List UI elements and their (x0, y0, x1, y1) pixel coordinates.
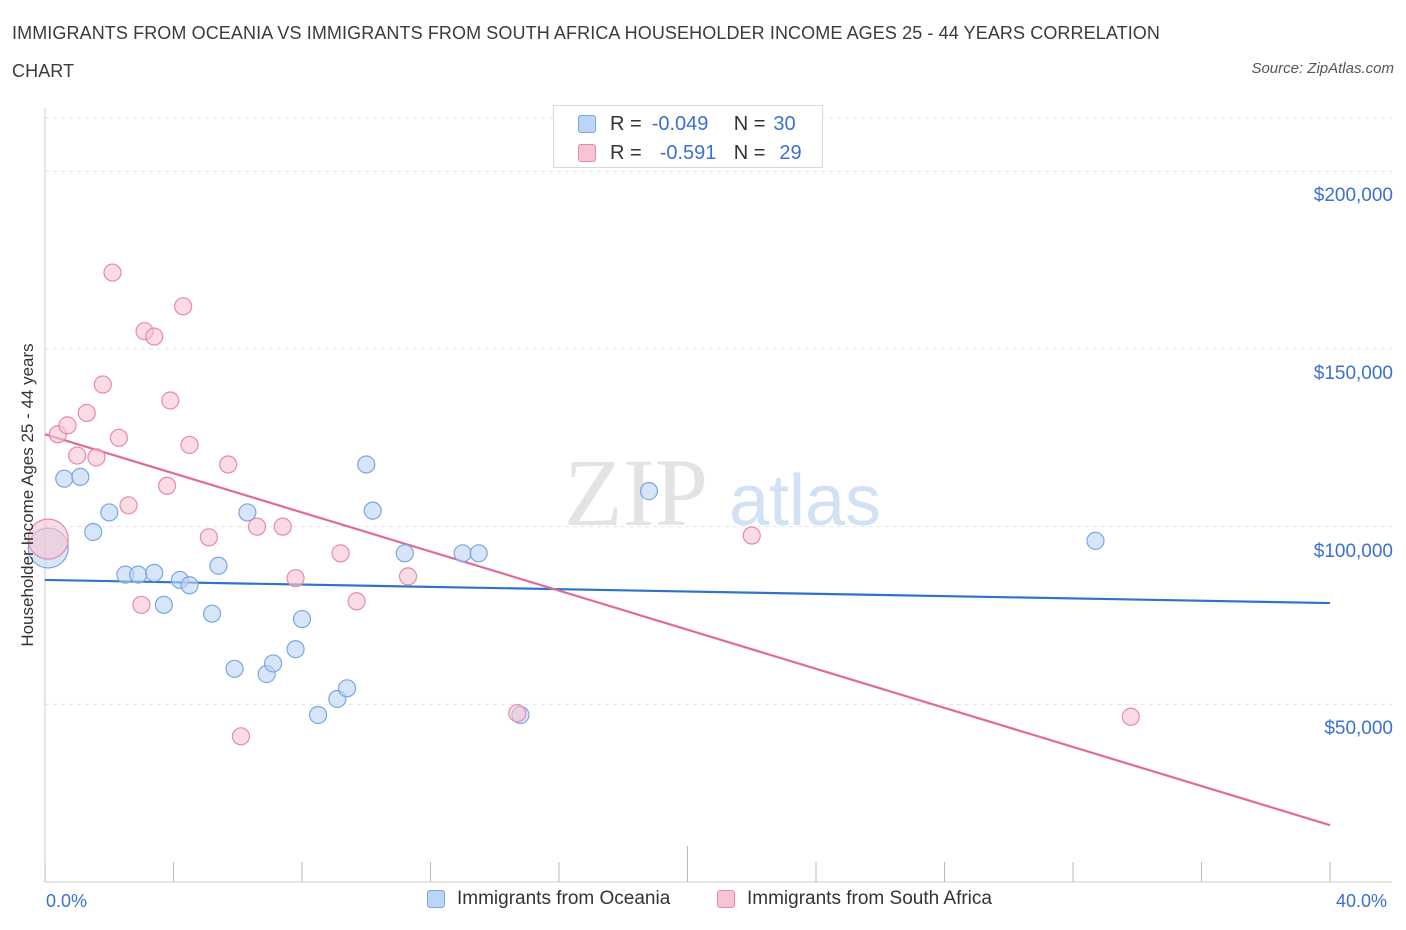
watermark: ZIP atlas (564, 439, 881, 546)
legend-item-south-africa: Immigrants from South Africa (717, 888, 992, 910)
point-oceania (84, 522, 103, 542)
legend-swatch-south-africa (717, 890, 735, 908)
legend-row-south-africa: R = -0.591 N = 29 (578, 139, 802, 167)
source-label: Source: ZipAtlas.com (1251, 60, 1394, 77)
watermark-zip: ZIP (564, 439, 708, 546)
trend-lines (44, 433, 1331, 827)
legend-n-value: 30 (773, 112, 796, 135)
legend-n-value: 29 (779, 141, 802, 164)
point-south-africa (77, 403, 96, 423)
point-oceania (469, 544, 488, 563)
point-oceania (263, 654, 283, 673)
legend-r-value: -0.049 (651, 112, 709, 135)
point-south-africa (347, 592, 366, 611)
point-south-africa (103, 263, 122, 282)
point-oceania (292, 609, 312, 629)
point-oceania (154, 595, 173, 614)
point-south-africa (231, 727, 251, 746)
legend-r-label: R = (610, 141, 642, 164)
point-south-africa (157, 476, 177, 495)
series-legend: Immigrants from Oceania Immigrants from … (0, 888, 1406, 916)
point-south-africa (68, 446, 87, 465)
point-oceania (202, 604, 222, 623)
legend-r-value: -0.591 (659, 141, 717, 164)
trend-line-oceania (44, 578, 1331, 605)
legend-swatch-south-africa (578, 144, 596, 162)
legend-label-oceania: Immigrants from Oceania (457, 888, 671, 909)
point-oceania (129, 565, 148, 584)
y-tick-label: $50,000 (1324, 718, 1393, 740)
legend-swatch-oceania (427, 890, 445, 908)
point-south-africa (93, 375, 112, 394)
legend-n-label: N = (733, 112, 766, 135)
point-oceania (395, 544, 414, 563)
point-oceania (71, 467, 90, 487)
point-south-africa (109, 428, 128, 447)
point-oceania (639, 482, 659, 501)
y-tick-label: $100,000 (1313, 540, 1393, 562)
point-oceania (357, 455, 376, 474)
point-oceania (55, 469, 74, 488)
point-south-africa (145, 327, 164, 346)
point-oceania (363, 501, 382, 520)
point-south-africa (286, 569, 305, 588)
point-south-africa (119, 496, 138, 515)
point-south-africa (199, 528, 218, 547)
point-oceania (209, 556, 228, 575)
y-tick-label: $150,000 (1313, 362, 1393, 384)
axes (44, 108, 1392, 883)
correlation-legend: R = -0.049 N = 30 R = -0.591 N = 29 (553, 105, 823, 168)
point-south-africa (398, 567, 418, 586)
x-tick-label-max: 40.0% (1336, 891, 1388, 911)
point-oceania (145, 563, 164, 582)
point-south-africa (219, 455, 238, 474)
y-axis-label: Householder Income Ages 25 - 44 years (18, 343, 37, 647)
data-points (27, 263, 1140, 746)
point-south-africa (180, 435, 199, 455)
point-south-africa (273, 517, 292, 536)
point-south-africa (1121, 707, 1140, 726)
legend-r-label: R = (610, 112, 642, 135)
point-oceania (100, 503, 119, 522)
point-oceania (453, 544, 472, 563)
point-oceania (1086, 531, 1105, 550)
legend-n-label: N = (733, 141, 766, 164)
point-south-africa (58, 416, 77, 435)
point-south-africa (161, 391, 180, 410)
chart-title: IMMIGRANTS FROM OCEANIA VS IMMIGRANTS FR… (12, 23, 1161, 81)
point-south-africa (87, 448, 106, 467)
point-oceania (286, 640, 305, 659)
point-south-africa (331, 544, 350, 563)
point-oceania (238, 503, 257, 522)
legend-label-south-africa: Immigrants from South Africa (747, 888, 992, 909)
gridlines (45, 117, 1392, 705)
point-south-africa (132, 595, 151, 614)
point-oceania (308, 705, 328, 725)
point-oceania (180, 576, 199, 595)
point-south-africa (508, 704, 527, 723)
point-south-africa (174, 297, 193, 316)
legend-item-oceania: Immigrants from Oceania (427, 888, 670, 910)
x-tick-label-min: 0.0% (46, 891, 88, 911)
point-south-africa (27, 518, 69, 560)
point-south-africa (742, 526, 761, 545)
point-south-africa (247, 517, 267, 536)
legend-row-oceania: R = -0.049 N = 30 (578, 110, 796, 138)
legend-swatch-oceania (578, 115, 596, 133)
trend-line-south-africa (44, 433, 1331, 827)
point-oceania (225, 659, 244, 678)
y-tick-label: $200,000 (1313, 185, 1393, 207)
point-oceania (337, 679, 357, 698)
